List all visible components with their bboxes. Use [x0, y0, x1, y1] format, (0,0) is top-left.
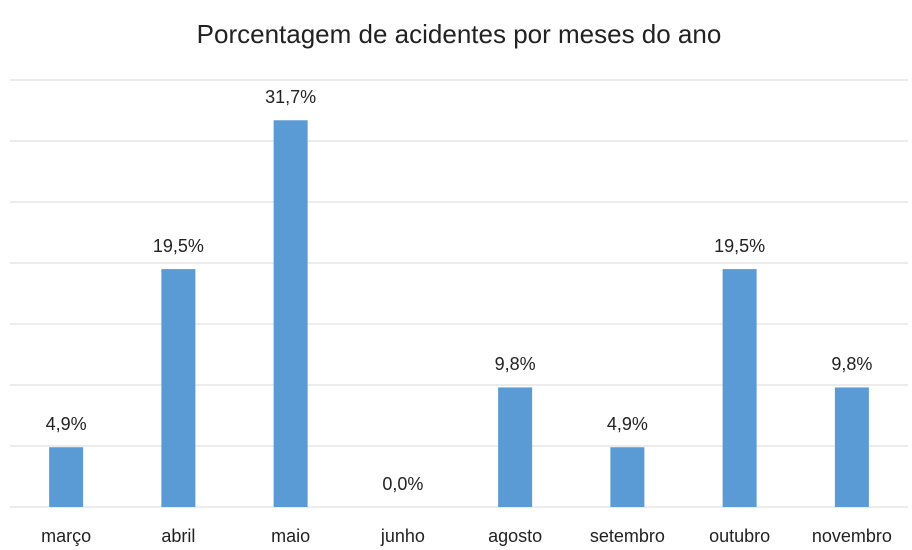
bar [49, 447, 84, 507]
x-tick-label: novembro [812, 526, 892, 546]
data-label: 19,5% [153, 236, 204, 256]
x-tick-label: setembro [590, 526, 665, 546]
data-label: 4,9% [46, 414, 87, 434]
x-tick-label: maio [271, 526, 310, 546]
x-tick-label: abril [161, 526, 195, 546]
chart-title: Porcentagem de acidentes por meses do an… [197, 19, 722, 49]
bar [498, 387, 533, 507]
x-tick-label: março [41, 526, 91, 546]
bar [610, 447, 645, 507]
bar [834, 387, 869, 507]
data-label: 4,9% [607, 414, 648, 434]
data-label: 0,0% [382, 474, 423, 494]
data-label: 9,8% [495, 354, 536, 374]
data-label: 9,8% [831, 354, 872, 374]
data-label: 31,7% [265, 87, 316, 107]
bar [161, 269, 196, 507]
data-label: 19,5% [714, 236, 765, 256]
bar [273, 120, 308, 507]
x-tick-label: outubro [709, 526, 770, 546]
x-tick-label: junho [380, 526, 425, 546]
bar [722, 269, 757, 507]
x-tick-label: agosto [488, 526, 542, 546]
